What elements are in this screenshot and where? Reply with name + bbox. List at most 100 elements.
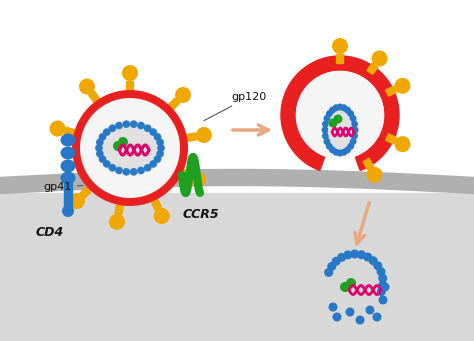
Circle shape xyxy=(156,138,164,146)
Circle shape xyxy=(379,296,388,305)
Ellipse shape xyxy=(61,160,75,173)
Circle shape xyxy=(394,78,410,94)
Ellipse shape xyxy=(105,129,155,167)
Text: gp120: gp120 xyxy=(204,92,267,121)
Polygon shape xyxy=(363,158,374,169)
Circle shape xyxy=(394,136,410,152)
Polygon shape xyxy=(151,199,162,210)
Circle shape xyxy=(381,282,390,292)
Circle shape xyxy=(109,214,125,230)
Circle shape xyxy=(154,155,161,163)
Circle shape xyxy=(333,104,339,111)
Circle shape xyxy=(334,115,343,123)
Circle shape xyxy=(344,107,351,114)
Circle shape xyxy=(109,124,116,132)
Circle shape xyxy=(154,133,161,140)
Circle shape xyxy=(137,122,145,129)
Ellipse shape xyxy=(61,133,75,147)
Polygon shape xyxy=(337,54,344,63)
Polygon shape xyxy=(64,127,75,136)
Polygon shape xyxy=(186,133,197,142)
Circle shape xyxy=(328,302,337,311)
Circle shape xyxy=(122,168,130,176)
Circle shape xyxy=(373,312,382,322)
Circle shape xyxy=(376,267,385,276)
Polygon shape xyxy=(386,86,397,96)
Circle shape xyxy=(122,120,130,128)
Circle shape xyxy=(109,164,116,172)
Circle shape xyxy=(351,132,358,139)
Circle shape xyxy=(99,155,106,163)
Circle shape xyxy=(349,138,356,145)
Circle shape xyxy=(344,250,353,260)
Circle shape xyxy=(137,167,145,174)
Polygon shape xyxy=(169,98,180,109)
Circle shape xyxy=(372,50,388,66)
Circle shape xyxy=(324,115,330,122)
Circle shape xyxy=(328,119,337,128)
Circle shape xyxy=(115,167,123,174)
Circle shape xyxy=(337,104,344,110)
Polygon shape xyxy=(89,91,100,103)
Circle shape xyxy=(99,133,106,140)
Text: gp41: gp41 xyxy=(44,182,83,192)
Circle shape xyxy=(72,90,188,206)
Circle shape xyxy=(122,65,138,81)
Circle shape xyxy=(154,208,170,224)
Text: CCR5: CCR5 xyxy=(183,208,219,221)
Polygon shape xyxy=(0,193,474,341)
Circle shape xyxy=(327,262,336,271)
Circle shape xyxy=(329,146,336,153)
Circle shape xyxy=(149,128,157,136)
Polygon shape xyxy=(181,169,192,179)
Circle shape xyxy=(322,132,329,139)
Circle shape xyxy=(337,149,344,157)
Ellipse shape xyxy=(322,104,358,156)
Polygon shape xyxy=(115,205,123,214)
Circle shape xyxy=(337,253,346,262)
Circle shape xyxy=(332,38,348,54)
Polygon shape xyxy=(80,187,91,198)
Circle shape xyxy=(344,146,351,153)
Circle shape xyxy=(340,282,350,292)
Circle shape xyxy=(333,149,339,156)
Ellipse shape xyxy=(95,120,165,176)
Circle shape xyxy=(80,98,180,198)
Circle shape xyxy=(363,253,372,262)
Circle shape xyxy=(175,87,191,103)
Circle shape xyxy=(321,127,328,133)
Polygon shape xyxy=(367,63,378,74)
Circle shape xyxy=(296,71,384,159)
Circle shape xyxy=(324,138,330,145)
Circle shape xyxy=(332,257,341,266)
Ellipse shape xyxy=(328,111,352,149)
Circle shape xyxy=(378,274,387,283)
Circle shape xyxy=(62,205,74,217)
Polygon shape xyxy=(386,134,397,144)
Circle shape xyxy=(144,164,151,172)
Circle shape xyxy=(324,268,333,277)
Circle shape xyxy=(156,150,164,158)
Circle shape xyxy=(340,149,347,156)
Circle shape xyxy=(118,137,128,147)
Circle shape xyxy=(69,193,85,209)
Circle shape xyxy=(378,281,387,290)
Circle shape xyxy=(365,306,374,314)
Circle shape xyxy=(322,121,329,128)
Circle shape xyxy=(357,250,366,259)
Circle shape xyxy=(96,138,104,146)
Circle shape xyxy=(149,160,157,168)
Circle shape xyxy=(96,150,104,158)
Polygon shape xyxy=(64,183,72,208)
Circle shape xyxy=(115,122,123,129)
Circle shape xyxy=(326,143,333,150)
Circle shape xyxy=(332,312,341,322)
Circle shape xyxy=(157,144,165,152)
Circle shape xyxy=(346,278,356,288)
Circle shape xyxy=(196,127,212,143)
Circle shape xyxy=(350,250,359,258)
Circle shape xyxy=(346,308,355,316)
Polygon shape xyxy=(127,81,134,90)
Circle shape xyxy=(190,172,206,188)
Ellipse shape xyxy=(61,147,75,160)
